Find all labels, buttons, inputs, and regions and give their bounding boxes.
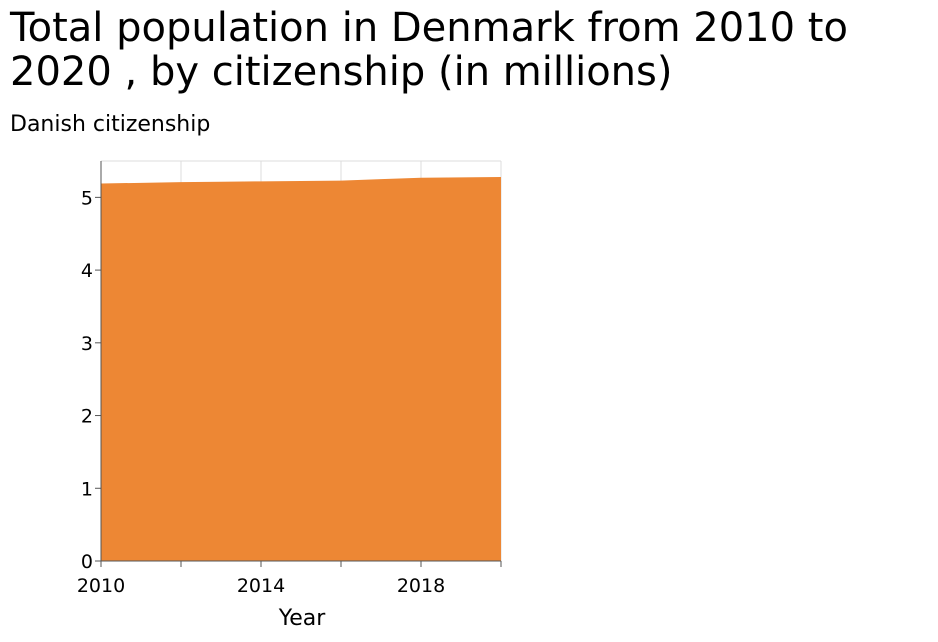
y-axis-label: Danish citizenship xyxy=(10,112,211,137)
x-tick-label: 2014 xyxy=(237,575,285,597)
area-danish-citizenship xyxy=(101,177,501,561)
x-tick-label: 2018 xyxy=(397,575,445,597)
y-tick-label: 5 xyxy=(81,187,93,209)
axes xyxy=(95,161,502,567)
x-axis-label: Year xyxy=(278,606,327,631)
y-tick-label: 2 xyxy=(81,406,93,428)
chart-title: Total population in Denmark from 2010 to… xyxy=(10,5,848,95)
x-tick-label: 2010 xyxy=(77,575,125,597)
y-tick-label: 4 xyxy=(81,260,93,282)
y-tick-label: 3 xyxy=(81,333,93,355)
y-tick-label: 0 xyxy=(81,551,93,573)
tick-labels: 2010 2014 2018 0 1 2 3 4 5 xyxy=(77,187,445,597)
y-tick-label: 1 xyxy=(81,478,93,500)
